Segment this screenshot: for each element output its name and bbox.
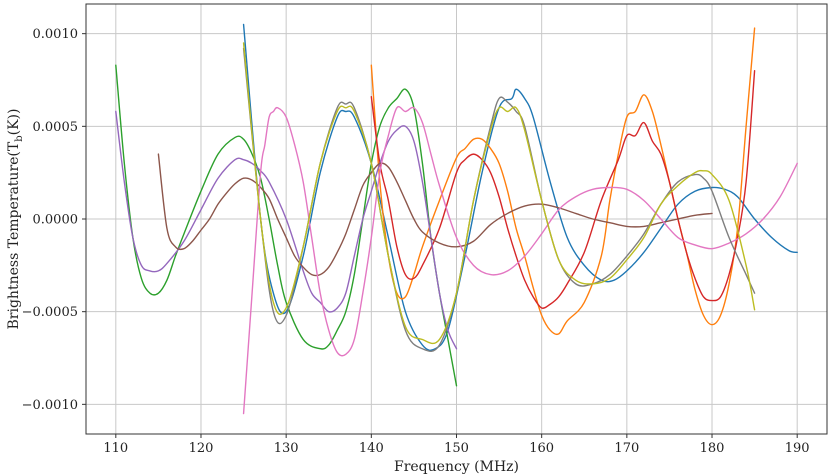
y-axis-ticks: 0.0010 0.0005 0.0000 −0.0005 −0.0010	[22, 27, 86, 413]
y-tick-label: 0.0000	[33, 213, 79, 228]
x-tick-label: 120	[189, 441, 214, 456]
x-tick-label: 150	[444, 441, 469, 456]
y-tick-label: −0.0010	[22, 398, 78, 413]
y-tick-label: 0.0005	[33, 120, 79, 135]
series-line-9	[242, 42, 756, 345]
x-tick-label: 170	[614, 441, 639, 456]
series-line-7	[242, 105, 798, 415]
series-line-4	[370, 70, 756, 309]
x-axis-ticks: 110 120 130 140 150 160 170 180 190	[103, 434, 810, 456]
y-tick-label: 0.0010	[33, 27, 79, 42]
x-tick-label: 130	[274, 441, 299, 456]
grid	[86, 4, 827, 434]
x-tick-label: 160	[529, 441, 554, 456]
series-line-3	[115, 64, 458, 387]
y-tick-label: −0.0005	[22, 305, 78, 320]
series-layer	[115, 23, 798, 415]
series-line-5	[115, 110, 458, 350]
x-tick-label: 190	[785, 441, 810, 456]
y-axis-label: Brightness Temperature(Tb(K))	[6, 109, 25, 330]
series-line-8	[242, 47, 756, 352]
x-tick-label: 180	[700, 441, 725, 456]
series-line-6	[157, 153, 713, 277]
series-line-1	[242, 23, 798, 351]
x-axis-label: Frequency (MHz)	[394, 459, 519, 475]
series-line-2	[370, 27, 756, 336]
x-tick-label: 140	[359, 441, 384, 456]
x-tick-label: 110	[103, 441, 128, 456]
